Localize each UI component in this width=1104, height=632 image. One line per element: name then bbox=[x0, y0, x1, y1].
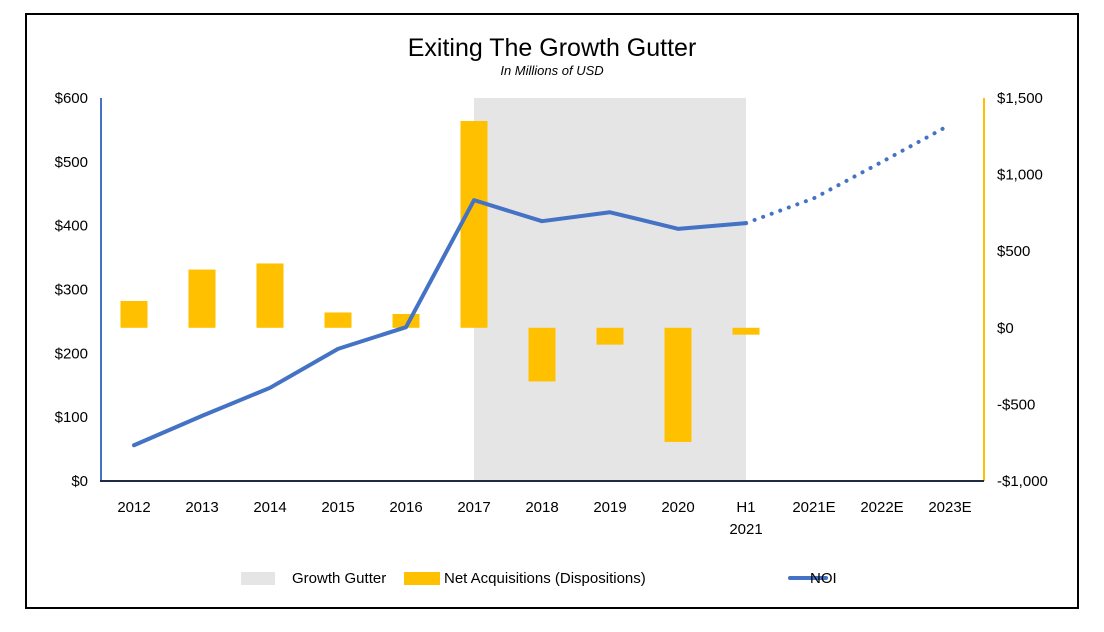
x-tick-label: 2014 bbox=[253, 499, 286, 516]
left-tick-label: $200 bbox=[55, 345, 88, 362]
legend-label: NOI bbox=[810, 570, 837, 587]
x-tick-label: 2023E bbox=[928, 499, 971, 516]
bar-2019 bbox=[596, 327, 624, 345]
legend-swatch bbox=[404, 572, 440, 585]
x-tick-label: 2020 bbox=[661, 499, 694, 516]
legend-item-net-acquisitions-dispositions: Net Acquisitions (Dispositions) bbox=[404, 570, 646, 587]
x-tick-label: 2022E bbox=[860, 499, 903, 516]
left-tick-label: $400 bbox=[55, 218, 88, 235]
growth-gutter-region-layer bbox=[474, 98, 746, 481]
x-tick-label: 2016 bbox=[389, 499, 422, 516]
bar-2018 bbox=[528, 327, 556, 382]
chart-subtitle: In Millions of USD bbox=[500, 63, 603, 78]
bar-h1-2021 bbox=[732, 327, 760, 335]
tick-labels-layer: $0 $100 $200 $300 $400 $500 $600 -$1,000 -$500 $0… bbox=[55, 90, 1048, 538]
left-tick-label: $600 bbox=[55, 90, 88, 107]
left-tick-label: $100 bbox=[55, 409, 88, 426]
left-tick-label: $300 bbox=[55, 282, 88, 299]
x-tick-label: 2021 bbox=[729, 521, 762, 538]
legend-item-growth-gutter: Growth Gutter bbox=[241, 570, 386, 587]
right-tick-label: $0 bbox=[997, 320, 1014, 337]
bar-2013 bbox=[188, 269, 216, 328]
x-tick-label: 2012 bbox=[117, 499, 150, 516]
noi-line-layer bbox=[132, 122, 952, 448]
axes-layer bbox=[100, 98, 985, 482]
right-tick-label: -$500 bbox=[997, 396, 1035, 413]
x-tick-label: 2019 bbox=[593, 499, 626, 516]
bar-2012 bbox=[120, 300, 148, 328]
legend-swatch bbox=[241, 572, 275, 585]
x-tick-label: H1 bbox=[736, 499, 755, 516]
bar-2020 bbox=[664, 327, 692, 442]
x-tick-label: 2013 bbox=[185, 499, 218, 516]
growth-gutter-region bbox=[474, 98, 746, 481]
left-tick-label: $500 bbox=[55, 154, 88, 171]
legend: Growth Gutter Net Acquisitions (Dispositi… bbox=[241, 570, 837, 587]
legend-label: Net Acquisitions (Dispositions) bbox=[444, 570, 646, 587]
right-tick-label: $500 bbox=[997, 243, 1030, 260]
bar-2014 bbox=[256, 263, 284, 328]
x-tick-label: 2015 bbox=[321, 499, 354, 516]
x-tick-label: 2017 bbox=[457, 499, 490, 516]
right-tick-label: $1,000 bbox=[997, 167, 1043, 184]
x-tick-label: 2021E bbox=[792, 499, 835, 516]
chart-title: Exiting The Growth Gutter bbox=[408, 34, 697, 62]
noi-line-actual bbox=[132, 198, 748, 448]
left-tick-label: $0 bbox=[71, 473, 88, 490]
legend-label: Growth Gutter bbox=[292, 570, 386, 587]
bar-2017 bbox=[460, 120, 488, 328]
right-tick-label: -$1,000 bbox=[997, 473, 1048, 490]
noi-line-estimated bbox=[744, 122, 952, 226]
x-tick-label: 2018 bbox=[525, 499, 558, 516]
chart-frame bbox=[25, 13, 1079, 609]
bar-2015 bbox=[324, 312, 352, 328]
bars-layer bbox=[120, 120, 760, 442]
right-tick-label: $1,500 bbox=[997, 90, 1043, 107]
legend-item-noi: NOI bbox=[788, 570, 837, 587]
